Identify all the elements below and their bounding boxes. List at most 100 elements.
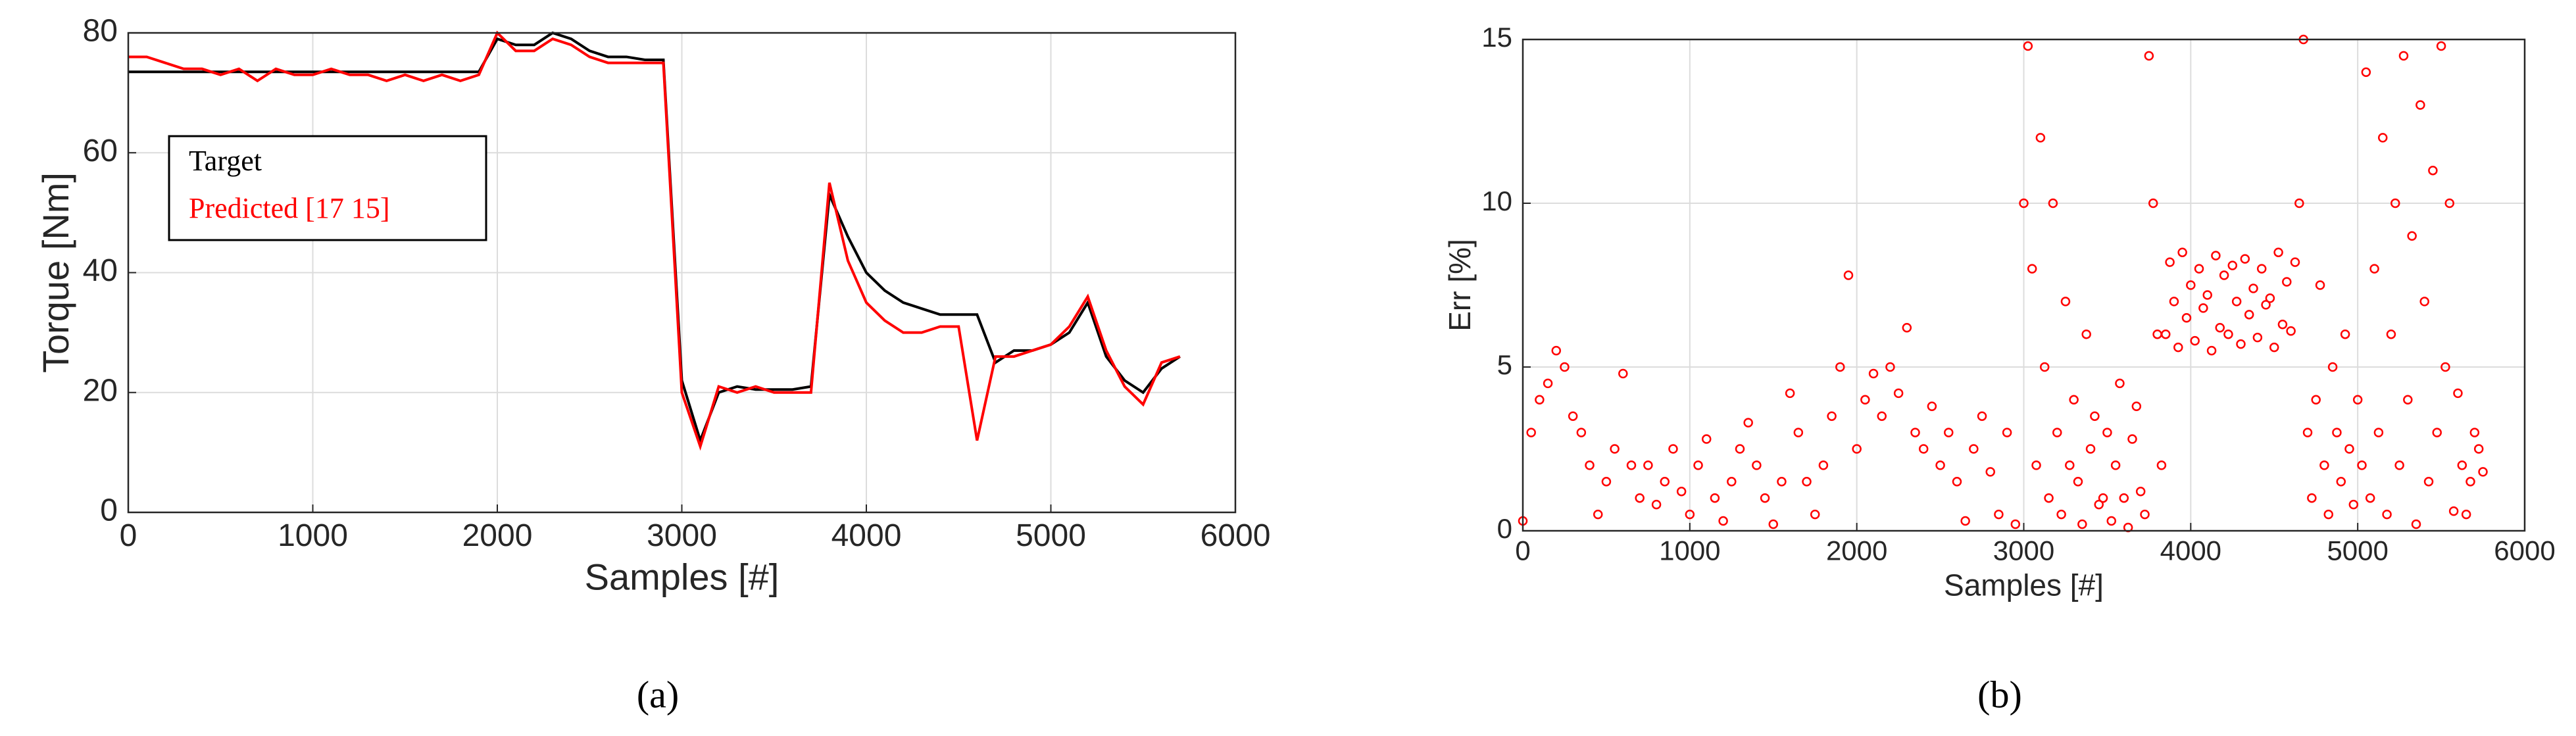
x-tick-label: 3000	[647, 518, 717, 553]
data-point	[2052, 428, 2062, 437]
data-point	[2039, 362, 2050, 372]
data-point	[2186, 280, 2196, 290]
data-point	[1568, 411, 1578, 421]
data-point	[2135, 486, 2146, 497]
data-point	[2390, 198, 2400, 209]
data-point	[2336, 477, 2346, 487]
data-point	[2019, 198, 2029, 209]
data-point	[2428, 165, 2438, 176]
caption: (b)	[1977, 673, 2022, 716]
data-point	[1618, 368, 1628, 379]
data-point	[2106, 516, 2117, 526]
data-point	[2231, 297, 2242, 307]
y-tick-label: 15	[1481, 22, 1512, 53]
data-point	[2432, 428, 2442, 437]
series-line	[128, 30, 1181, 451]
caption: (a)	[637, 673, 679, 716]
x-tick-label: 5000	[2327, 535, 2388, 566]
data-point	[1960, 516, 1970, 526]
data-point	[1668, 444, 1678, 454]
data-point	[2115, 378, 2125, 389]
data-point	[1685, 509, 1695, 520]
data-point	[2211, 251, 2221, 260]
x-tick-label: 5000	[1016, 518, 1086, 553]
data-point	[1752, 460, 1762, 470]
data-point	[1601, 477, 1612, 487]
data-point	[1843, 270, 1854, 280]
data-point	[2031, 460, 2041, 470]
data-point	[1610, 444, 1620, 454]
data-point	[2369, 264, 2379, 274]
data-point	[1885, 362, 1895, 372]
data-point	[1918, 444, 1929, 454]
data-point	[2344, 444, 2354, 454]
data-point	[2327, 362, 2338, 372]
data-point	[1701, 434, 1712, 444]
data-point	[2027, 264, 2037, 274]
y-axis-label: Torque [Nm]	[35, 172, 76, 373]
data-point	[1977, 411, 1987, 421]
data-point	[2077, 519, 2087, 529]
data-point	[2252, 332, 2263, 343]
data-point	[1560, 362, 1570, 372]
data-point	[1902, 322, 1912, 333]
data-point	[2002, 428, 2012, 437]
data-point	[2286, 326, 2296, 336]
data-point	[2473, 444, 2484, 454]
data-point	[1860, 395, 1870, 405]
data-point	[2415, 100, 2425, 110]
data-point	[2478, 467, 2488, 477]
data-point	[2277, 320, 2288, 330]
data-point	[2069, 395, 2079, 405]
data-point	[1868, 368, 1879, 379]
data-point	[2457, 460, 2467, 470]
data-point	[1785, 388, 1795, 399]
data-point	[2090, 411, 2100, 421]
y-tick-label: 20	[83, 373, 118, 408]
data-point	[2261, 300, 2271, 310]
legend-label: Predicted [17 15]	[189, 192, 389, 224]
data-point	[2332, 428, 2342, 437]
legend-box	[168, 135, 487, 241]
data-point	[2198, 303, 2208, 313]
data-point	[2073, 477, 2083, 487]
data-point	[2394, 460, 2404, 470]
data-point	[1626, 460, 1637, 470]
data-point	[1660, 477, 1670, 487]
data-point	[2165, 257, 2175, 267]
data-point	[2294, 198, 2304, 209]
data-point	[1768, 519, 1778, 529]
data-point	[2469, 428, 2480, 437]
x-tick-label: 4000	[831, 518, 902, 553]
data-point	[1693, 460, 1703, 470]
data-point	[2219, 270, 2229, 280]
data-point	[2081, 329, 2091, 339]
data-point	[1643, 460, 1653, 470]
data-point	[2048, 198, 2058, 209]
data-point	[2094, 499, 2104, 510]
y-tick-label: 60	[83, 134, 118, 168]
data-point	[1735, 444, 1745, 454]
data-point	[2290, 257, 2300, 267]
data-point	[2169, 297, 2179, 307]
data-point	[2453, 388, 2463, 399]
y-tick-label: 0	[100, 493, 118, 528]
data-point	[2244, 310, 2254, 320]
data-point	[1944, 428, 1954, 437]
data-point	[2282, 277, 2292, 287]
data-point	[2202, 290, 2212, 300]
legend-label: Target	[189, 145, 262, 177]
y-tick-label: 5	[1497, 349, 1512, 380]
data-point	[2181, 313, 2192, 323]
data-point	[2461, 509, 2471, 520]
x-tick-label: 0	[120, 518, 137, 553]
data-point	[1802, 477, 1812, 487]
data-point	[1727, 477, 1737, 487]
data-point	[2348, 499, 2359, 510]
data-point	[2419, 297, 2429, 307]
data-point	[2269, 342, 2279, 353]
data-point	[1952, 477, 1962, 487]
data-point	[2386, 329, 2396, 339]
data-point	[2023, 41, 2033, 51]
data-point	[2411, 519, 2421, 529]
